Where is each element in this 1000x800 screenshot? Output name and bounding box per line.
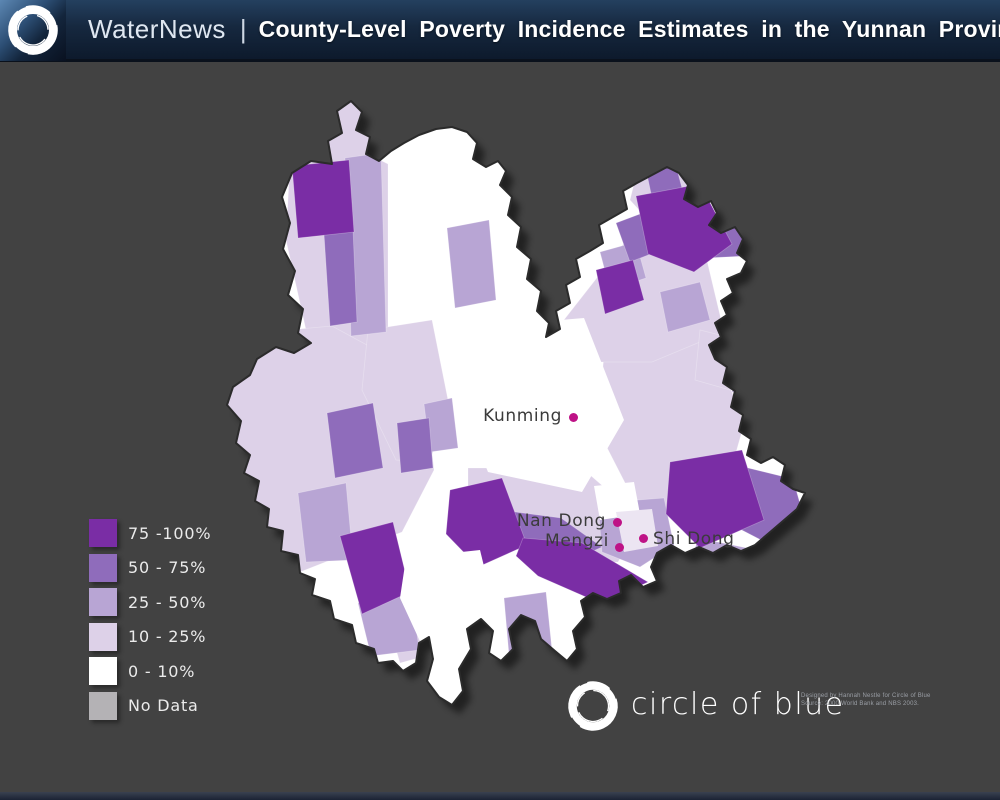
legend-item: No Data bbox=[89, 691, 211, 720]
legend-label: No Data bbox=[128, 696, 199, 715]
legend-swatch-0-10 bbox=[89, 657, 117, 685]
city-marker-shi-dong bbox=[639, 534, 648, 543]
province-outline bbox=[226, 100, 806, 706]
legend-item: 50 - 75% bbox=[89, 553, 211, 582]
legend-swatch-25-50 bbox=[89, 588, 117, 616]
legend-item: 0 - 10% bbox=[89, 657, 211, 685]
city-label-kunming: Kunming bbox=[483, 406, 562, 426]
city-marker-kunming bbox=[569, 413, 578, 422]
page-title: County-Level Poverty Incidence Estimates… bbox=[258, 16, 1000, 42]
circle-of-blue-wordmark: circle of blue bbox=[631, 687, 845, 722]
circle-brush-icon bbox=[8, 4, 58, 55]
circle-of-blue-logo bbox=[565, 678, 621, 739]
city-marker-mengzi bbox=[615, 543, 624, 552]
legend-label: 10 - 25% bbox=[128, 627, 207, 646]
credits: Designed by Hannah Nestle for Circle of … bbox=[801, 692, 961, 708]
brand-name: WaterNews bbox=[88, 14, 226, 44]
legend-swatch-75-100 bbox=[89, 519, 117, 547]
county-patches bbox=[227, 101, 802, 702]
map-legend: 75 -100% 50 - 75% 25 - 50% 10 - 25% 0 - … bbox=[89, 519, 211, 720]
city-label-nan-dong: Nan Dong bbox=[516, 511, 606, 531]
legend-swatch-10-25 bbox=[89, 622, 117, 651]
legend-label: 50 - 75% bbox=[128, 558, 207, 577]
legend-item: 75 -100% bbox=[89, 519, 211, 547]
city-label-shi-dong: Shi Dong bbox=[653, 529, 735, 549]
circle-of-blue-icon bbox=[568, 681, 618, 731]
legend-swatch-50-75 bbox=[89, 553, 117, 582]
legend-item: 10 - 25% bbox=[89, 622, 211, 651]
legend-label: 75 -100% bbox=[128, 523, 212, 543]
city-label-mengzi: Mengzi bbox=[545, 531, 609, 551]
legend-label: 25 - 50% bbox=[128, 592, 207, 612]
credit-source: Source: 2000 World Bank and NBS 2003. bbox=[801, 701, 920, 707]
bottom-bar bbox=[0, 792, 1000, 800]
legend-item: 25 - 50% bbox=[89, 588, 211, 616]
city-marker-nan-dong bbox=[613, 518, 622, 527]
legend-swatch-no-data bbox=[89, 691, 117, 720]
legend-label: 0 - 10% bbox=[128, 661, 196, 681]
header-separator: | bbox=[239, 14, 247, 44]
credit-designer: Designed by Hannah Nestle for Circle of … bbox=[801, 693, 931, 699]
waternews-logo bbox=[0, 0, 66, 61]
header-bar: WaterNews | County-Level Poverty Inciden… bbox=[0, 0, 1000, 62]
